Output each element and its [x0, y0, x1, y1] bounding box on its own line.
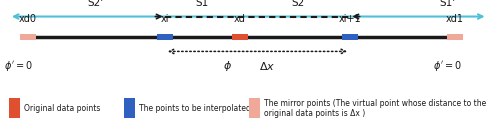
Bar: [20, 33, 36, 40]
Bar: [9, 99, 20, 118]
Bar: [249, 99, 260, 118]
Text: Original data points: Original data points: [24, 104, 101, 113]
Text: $\Delta x$: $\Delta x$: [260, 60, 276, 72]
Bar: [157, 33, 173, 40]
Bar: [447, 33, 463, 40]
Text: S2': S2': [87, 0, 103, 8]
Text: The points to be interpolated: The points to be interpolated: [139, 104, 251, 113]
Text: xd1: xd1: [446, 14, 464, 24]
Text: S2: S2: [291, 0, 304, 8]
Text: xi: xi: [161, 14, 169, 24]
Text: xd0: xd0: [18, 14, 36, 24]
Text: xi+1: xi+1: [338, 14, 361, 24]
Text: The mirror points (The virtual point whose distance to the
original data points : The mirror points (The virtual point who…: [264, 99, 486, 118]
Text: S1': S1': [440, 0, 456, 8]
Text: xd: xd: [234, 14, 246, 24]
Bar: [124, 99, 135, 118]
Text: $\phi$: $\phi$: [223, 59, 232, 73]
Text: $\phi' = 0$: $\phi' = 0$: [4, 59, 32, 73]
Bar: [342, 33, 358, 40]
Bar: [232, 33, 248, 40]
Text: S1: S1: [196, 0, 209, 8]
Text: $\phi' = 0$: $\phi' = 0$: [433, 59, 462, 73]
